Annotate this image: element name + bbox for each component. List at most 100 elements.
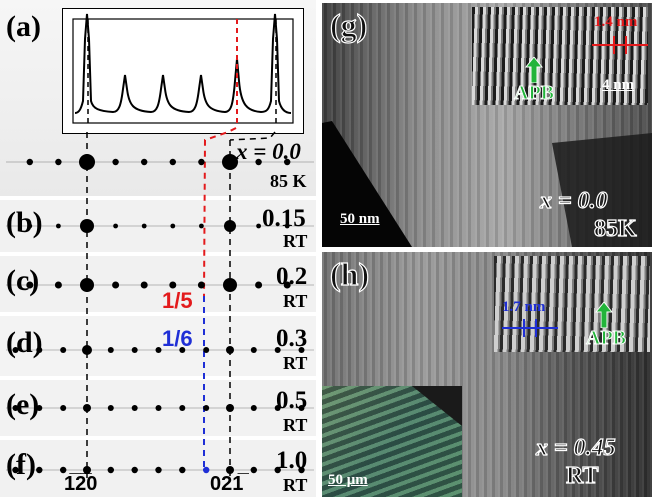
superlattice-spot [36, 405, 43, 411]
tem-h-period-marker [502, 319, 558, 337]
bragg-spot [79, 154, 95, 170]
superlattice-spot [274, 405, 281, 411]
superlattice-spot [60, 405, 67, 411]
panel-c: (c) 0.2 RT [0, 256, 316, 312]
bragg-spot [226, 404, 234, 412]
superlattice-spot [112, 158, 119, 166]
bragg-spot [223, 278, 237, 292]
superlattice-spot [60, 347, 67, 353]
bragg-spot [226, 346, 234, 354]
superlattice-spot [179, 347, 186, 353]
label-one-sixth: 1/6 [162, 326, 193, 351]
superlattice-spot [203, 466, 210, 474]
panel-a-x: x = 0.0 [236, 139, 301, 164]
diffraction-column: (a) x = 0.0 85 K (b) 0.15 RT (c) 0.2 RT … [0, 0, 320, 497]
superlattice-spot [169, 158, 176, 166]
tem-panel-h: (h) x = 0.45 RT 1.7 nm APB 50 μm [322, 252, 652, 497]
panel-a-label: (a) [6, 10, 41, 43]
bragg-spot [83, 466, 91, 474]
panel-h-x: x = 0.45 [535, 435, 616, 461]
panel-e-temp: RT [283, 415, 308, 435]
superlattice-spot [250, 466, 257, 474]
miller-index-left: 1̅2̅0 [64, 473, 98, 495]
superlattice-spot [284, 223, 290, 229]
superlattice-spot [283, 281, 291, 289]
superlattice-spot [203, 405, 210, 411]
superlattice-spot [155, 347, 162, 353]
panel-b-temp: RT [283, 231, 308, 251]
superlattice-spot [36, 347, 43, 353]
superlattice-spot [26, 158, 33, 166]
superlattice-spot [170, 223, 176, 229]
tem-h-apb-arrow [594, 302, 614, 328]
superlattice-spot [274, 466, 281, 474]
optical-scale-label: 50 μm [328, 472, 368, 488]
tem-g-apb: APB [514, 82, 555, 104]
panel-a-temp: 85 K [270, 171, 307, 191]
superlattice-spot [155, 405, 162, 411]
superlattice-spot [60, 466, 67, 474]
superlattice-spot [55, 158, 62, 166]
superlattice-spot [274, 347, 281, 353]
superlattice-spot [199, 223, 204, 229]
panel-f-temp: RT [283, 475, 308, 495]
panel-c-temp: RT [283, 291, 308, 311]
superlattice-spot [27, 223, 33, 229]
panel-c-label: (c) [6, 264, 40, 297]
superlattice-spot [131, 466, 138, 474]
superlattice-spot [131, 347, 138, 353]
tem-panel-g: (g) x = 0.0 85K 50 nm 1.4 nm APB 4 nm [322, 3, 652, 247]
panel-h-temp: RT [565, 463, 599, 489]
tem-h-inset-period: 1.7 nm [502, 299, 546, 315]
superlattice-spot [12, 405, 19, 411]
panel-e-label: (e) [6, 388, 40, 421]
superlattice-spot [141, 223, 147, 229]
superlattice-spot [131, 405, 138, 411]
panel-a: (a) x = 0.0 85 K [0, 0, 316, 196]
superlattice-spot [169, 281, 177, 289]
tem-h-apb: APB [586, 327, 627, 349]
superlattice-spot [179, 466, 186, 474]
superlattice-spot [255, 158, 262, 166]
intensity-profile-inset [62, 8, 304, 134]
bragg-spot [82, 345, 92, 355]
tem-g-period-marker [592, 36, 648, 54]
intensity-profile-plot [72, 13, 294, 124]
panel-g-scale-label: 50 nm [340, 211, 380, 227]
bragg-spot [222, 154, 238, 170]
superlattice-spot [113, 223, 118, 229]
superlattice-spot [203, 347, 210, 353]
superlattice-spot [107, 405, 114, 411]
panel-g-x: x = 0.0 [539, 188, 608, 214]
superlattice-spot [298, 405, 305, 411]
superlattice-spot [54, 281, 62, 289]
tem-g-dark-region [322, 121, 652, 247]
bragg-spot [224, 220, 236, 232]
superlattice-spot [198, 158, 205, 166]
panel-g-temp: 85K [593, 216, 637, 242]
optical-micrograph-inset: 50 μm [322, 386, 462, 497]
bragg-spot [80, 278, 94, 292]
panel-d-x: 0.3 [276, 325, 308, 352]
superlattice-spot [179, 405, 186, 411]
superlattice-spot [12, 466, 19, 474]
superlattice-spot [112, 281, 120, 289]
bragg-spot [80, 219, 94, 233]
panel-f-label: (f) [6, 448, 36, 481]
superlattice-spot [26, 281, 34, 289]
tem-g-inset-scale: 4 nm [602, 77, 635, 93]
superlattice-spot [250, 405, 257, 411]
superlattice-spot [107, 347, 114, 353]
superlattice-spot [284, 158, 291, 166]
superlattice-spot [255, 281, 263, 289]
panel-b-x: 0.15 [262, 205, 306, 232]
superlattice-spot [197, 281, 205, 289]
panel-b-label: (b) [6, 206, 43, 239]
panel-b: (b) 0.15 RT [0, 200, 316, 252]
diffraction-overlay [6, 127, 314, 478]
superlattice-spot [256, 223, 261, 229]
panel-g-label: (g) [329, 7, 368, 43]
superlattice-spot [12, 347, 19, 353]
panel-d-temp: RT [283, 353, 308, 373]
panel-d: (d) 0.3 RT [0, 316, 316, 376]
